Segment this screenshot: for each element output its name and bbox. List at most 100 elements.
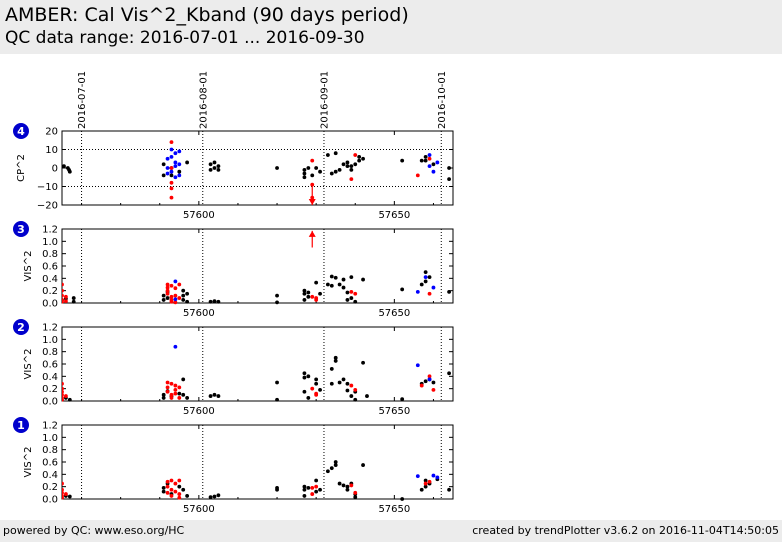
panel-badge [13, 123, 29, 139]
data-point-blue [173, 151, 178, 156]
y-tick-label: 0.0 [42, 397, 58, 408]
data-point-red [431, 388, 436, 392]
y-tick-label: 0.6 [42, 458, 58, 469]
data-point-black [423, 379, 428, 384]
data-point-black [333, 275, 338, 280]
data-point-red [349, 483, 354, 488]
data-point-red [165, 385, 170, 390]
data-point-black [314, 489, 319, 494]
data-point-red [310, 195, 315, 200]
data-point-red [62, 397, 64, 402]
data-point-black [185, 291, 190, 296]
data-point-black [333, 359, 338, 363]
x-tick-label: 57650 [378, 210, 410, 221]
data-point-blue [435, 475, 440, 480]
data-point-black [302, 371, 307, 376]
data-point-black [302, 288, 307, 293]
data-point-blue [169, 169, 174, 174]
data-point-blue [173, 160, 178, 165]
data-point-black [361, 277, 365, 282]
data-point-black [361, 360, 365, 365]
data-point-red [310, 386, 315, 391]
y-tick-label: 20 [45, 127, 58, 138]
data-point-blue [165, 156, 170, 161]
data-point-red [353, 153, 358, 157]
data-points [62, 140, 451, 205]
data-point-black [67, 397, 72, 402]
data-point-red [165, 490, 170, 495]
data-point-blue [173, 279, 178, 284]
data-point-black [306, 290, 311, 295]
data-point-red [310, 486, 315, 490]
data-point-black [333, 460, 338, 464]
data-point-red [62, 288, 64, 293]
data-point-red [169, 381, 174, 386]
data-point-black [333, 463, 338, 467]
data-point-black [181, 377, 186, 382]
data-point-black [310, 173, 315, 178]
plot-frame [61, 326, 454, 402]
data-point-red [177, 282, 182, 287]
date-label: 2016-10-01 [437, 71, 448, 129]
data-point-black [345, 164, 350, 169]
data-point-black [306, 396, 311, 400]
data-point-red [165, 380, 170, 385]
data-point-black [345, 388, 350, 393]
data-point-red [173, 383, 178, 388]
data-point-red [173, 388, 178, 392]
plot-frame [61, 424, 454, 500]
data-point-red [310, 492, 315, 496]
y-tick-label: 0.8 [42, 445, 58, 456]
data-point-red [62, 293, 64, 298]
data-points [62, 344, 451, 402]
data-point-black [423, 484, 428, 489]
x-tick-label: 57650 [378, 308, 410, 319]
data-point-black [400, 287, 405, 292]
y-axis-label: VIS^2 [23, 251, 34, 282]
data-point-blue [415, 363, 420, 368]
data-point-black [329, 466, 334, 471]
data-point-red [423, 481, 428, 486]
footer-generator: created by trendPlotter v3.6.2 on 2016-1… [472, 524, 779, 537]
data-point-black [181, 392, 186, 397]
data-point-red [62, 495, 64, 500]
data-point-red [177, 385, 182, 390]
data-point-blue [173, 344, 178, 349]
data-point-red [62, 392, 64, 397]
x-tick-label: 57600 [183, 210, 215, 221]
data-point-black [345, 381, 350, 386]
data-point-black [212, 160, 217, 165]
data-point-black [419, 282, 424, 287]
data-point-black [165, 296, 170, 300]
y-tick-label: 1.2 [42, 225, 58, 236]
data-point-red [165, 288, 170, 293]
limit-arrow [308, 230, 316, 237]
y-tick-label: 0.8 [42, 249, 58, 260]
data-point-black [325, 282, 330, 287]
footer-credit: powered by QC: www.eso.org/HC [3, 524, 185, 537]
data-point-red [419, 383, 424, 388]
data-point-black [337, 481, 342, 486]
data-point-red [64, 299, 68, 304]
y-tick-label: 0.4 [42, 372, 58, 383]
data-point-black [302, 291, 307, 296]
data-point-black [302, 494, 307, 498]
data-point-red [62, 481, 64, 486]
data-point-red [310, 182, 315, 187]
x-tick-label: 57600 [183, 504, 215, 515]
data-point-red [349, 177, 354, 182]
data-point-red [169, 494, 174, 498]
data-point-blue [177, 149, 182, 154]
data-point-black [341, 277, 346, 282]
data-point-red [314, 484, 319, 489]
y-axis-label: CP^2 [16, 154, 27, 182]
data-point-black [212, 166, 217, 170]
data-point-red [173, 286, 178, 291]
data-point-red [427, 291, 432, 296]
panel-badge [13, 417, 29, 433]
data-point-black [329, 367, 334, 371]
y-axis-label: VIS^2 [23, 349, 34, 380]
data-point-black [325, 469, 330, 474]
data-point-red [62, 490, 64, 495]
data-point-black [275, 486, 279, 490]
